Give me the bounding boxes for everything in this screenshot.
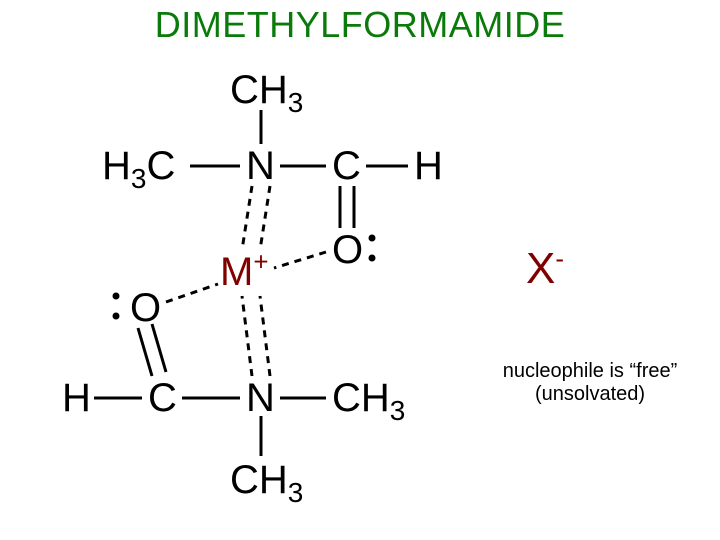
atom-h_bot: H xyxy=(62,378,91,418)
nucleophile-caption: nucleophile is “free” (unsolvated) xyxy=(480,360,700,406)
anion-symbol: X xyxy=(526,244,555,293)
atom-n_bot: N xyxy=(246,378,275,418)
atom-n_top: N xyxy=(246,146,275,186)
atom-ch3_top: CH3 xyxy=(230,70,303,110)
caption-line-2: (unsolvated) xyxy=(480,383,700,406)
anion-charge: - xyxy=(555,243,564,273)
atom-h_top: H xyxy=(414,146,443,186)
atom-o_left: O xyxy=(130,288,161,328)
caption-line-1: nucleophile is “free” xyxy=(480,360,700,383)
atom-c_top: C xyxy=(332,146,361,186)
atom-ch3_right: CH3 xyxy=(332,378,405,418)
atom-h3c_left: H3C xyxy=(102,146,175,186)
atom-m_center: M+ xyxy=(220,252,269,292)
slide-stage: { "title": { "text": "DIMETHYLFORMAMIDE"… xyxy=(0,0,720,540)
anion-label: X- xyxy=(526,244,564,294)
atom-o_top: O xyxy=(332,230,363,270)
atom-ch3_bot: CH3 xyxy=(230,460,303,500)
atom-c_bot: C xyxy=(148,378,177,418)
